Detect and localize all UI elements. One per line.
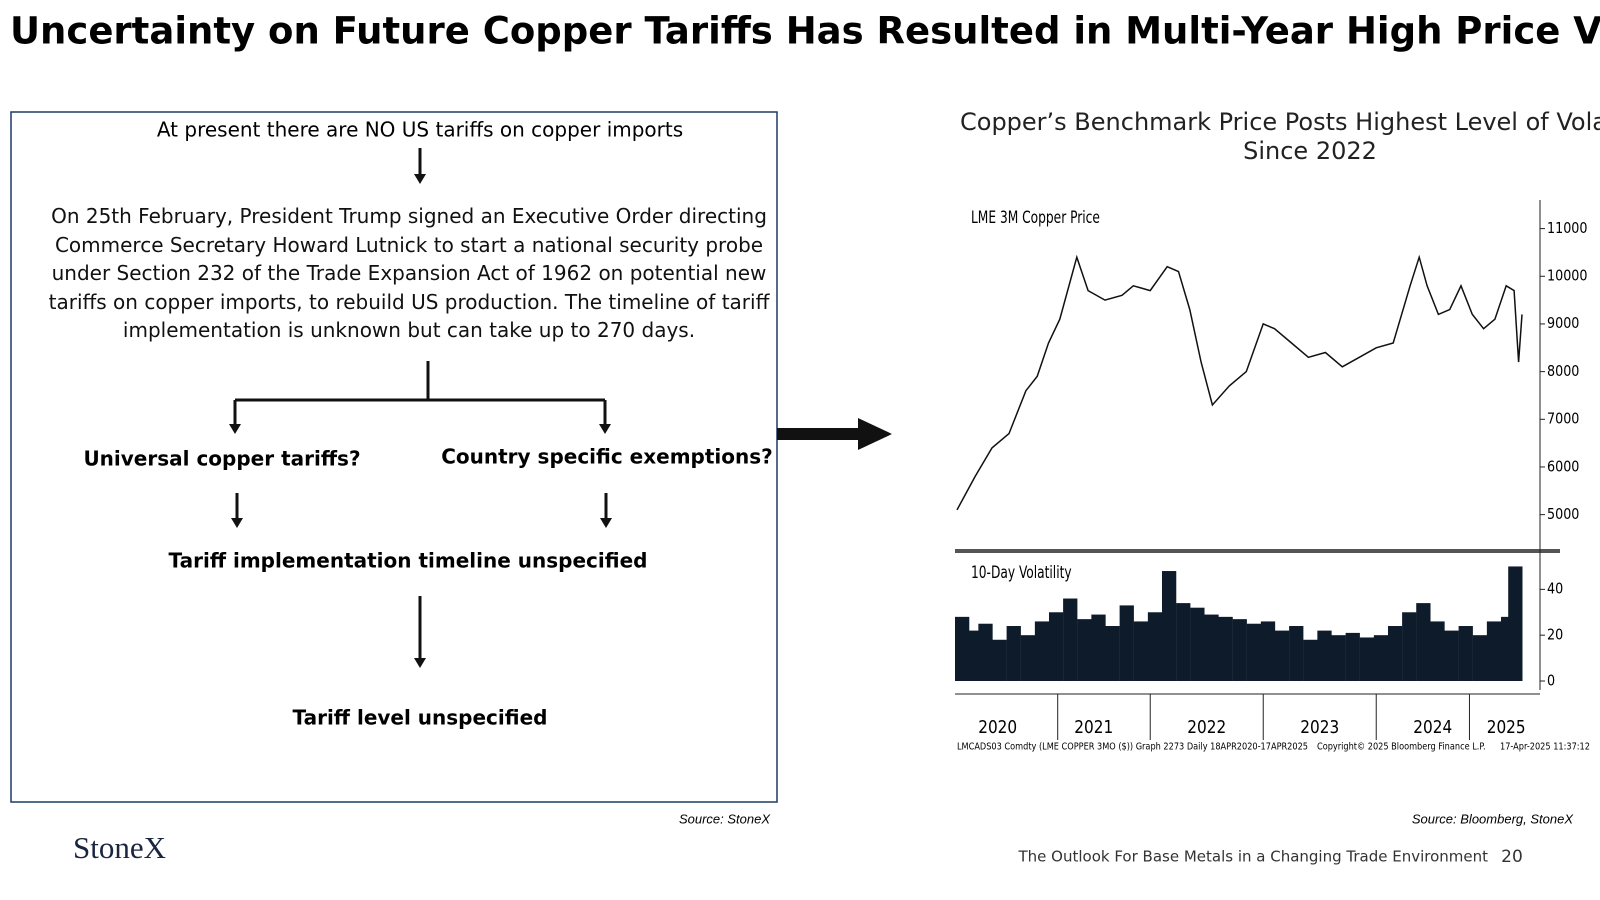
volatility-bar bbox=[1176, 603, 1191, 681]
volatility-bar bbox=[1133, 621, 1149, 681]
volatility-bar bbox=[1260, 621, 1276, 681]
x-tick-label: 2025 bbox=[1487, 716, 1526, 738]
y-tick-label: 20 bbox=[1547, 627, 1563, 644]
volatility-bar bbox=[1105, 626, 1120, 681]
volatility-bar bbox=[1246, 623, 1262, 681]
chart-footnote: 17-Apr-2025 11:37:12 bbox=[1500, 742, 1590, 753]
footer-text: The Outlook For Base Metals in a Changin… bbox=[1017, 848, 1488, 866]
volatility-bar bbox=[1274, 630, 1290, 681]
x-tick-label: 2021 bbox=[1074, 716, 1113, 738]
chart-footnote: Copyright© 2025 Bloomberg Finance L.P. bbox=[1317, 742, 1486, 753]
volatility-bar bbox=[1303, 639, 1318, 681]
flow-arrows bbox=[229, 148, 892, 668]
chart-footnote: LMCADS03 Comdty (LME COPPER 3MO ($)) Gra… bbox=[957, 742, 1308, 753]
volatility-bar bbox=[1317, 630, 1332, 681]
volatility-bar bbox=[1034, 621, 1050, 681]
volatility-bar bbox=[1430, 621, 1445, 681]
volatility-bar bbox=[1232, 619, 1247, 681]
volatility-bar bbox=[992, 639, 1007, 681]
flow-description: On 25th February, President Trump signed… bbox=[48, 204, 770, 342]
volatility-bar bbox=[1444, 630, 1459, 681]
volatility-bar bbox=[1387, 626, 1403, 681]
flow-intro: At present there are NO US tariffs on co… bbox=[157, 118, 683, 142]
logo: StoneX bbox=[73, 830, 166, 865]
volatility-bar bbox=[1359, 637, 1375, 681]
y-tick-label: 40 bbox=[1547, 581, 1563, 598]
x-tick-label: 2022 bbox=[1187, 716, 1226, 738]
y-tick-label: 10000 bbox=[1547, 268, 1588, 285]
flow-branch: Country specific exemptions? bbox=[441, 445, 773, 469]
volatility-bar bbox=[1204, 614, 1219, 681]
slide-title: Uncertainty on Future Copper Tariffs Has… bbox=[10, 10, 1600, 53]
volatility-bar bbox=[1147, 612, 1163, 681]
panel-label: 10-Day Volatility bbox=[971, 563, 1072, 583]
volatility-bar bbox=[1472, 635, 1488, 681]
y-tick-label: 8000 bbox=[1547, 363, 1579, 380]
volatility-bar bbox=[1458, 626, 1473, 681]
page-number: 20 bbox=[1501, 847, 1523, 867]
volatility-bar bbox=[1161, 571, 1177, 681]
volatility-bar bbox=[1063, 598, 1078, 681]
chart-title: Copper’s Benchmark Price Posts Highest L… bbox=[960, 108, 1600, 165]
volatility-bar bbox=[1218, 616, 1233, 681]
volatility-bar bbox=[1048, 612, 1064, 681]
volatility-bar bbox=[1077, 619, 1092, 681]
price-line bbox=[956, 254, 1523, 511]
source: Source: Bloomberg, StoneX bbox=[1412, 811, 1574, 826]
volatility-bar bbox=[1119, 605, 1134, 681]
volatility-bar bbox=[1402, 612, 1417, 681]
volatility-bar bbox=[964, 630, 979, 681]
y-tick-label: 11000 bbox=[1547, 220, 1588, 237]
x-tick-label: 2024 bbox=[1413, 716, 1452, 738]
y-tick-label: 7000 bbox=[1547, 411, 1579, 428]
volatility-bar bbox=[1416, 603, 1431, 681]
volatility-bar bbox=[1373, 635, 1389, 681]
flow-box bbox=[10, 111, 778, 803]
x-tick-label: 2023 bbox=[1300, 716, 1339, 738]
volatility-bar bbox=[1486, 621, 1502, 681]
volatility-bar bbox=[1331, 635, 1346, 681]
y-tick-label: 9000 bbox=[1547, 315, 1579, 332]
x-tick-label: 2020 bbox=[978, 716, 1017, 738]
volatility-bar bbox=[1020, 635, 1036, 681]
y-tick-label: 0 bbox=[1547, 672, 1555, 689]
flow-timeline: Tariff implementation timeline unspecifi… bbox=[169, 549, 648, 573]
volatility-bar bbox=[1345, 632, 1360, 681]
panel-label: LME 3M Copper Price bbox=[971, 208, 1100, 228]
source: Source: StoneX bbox=[679, 811, 771, 826]
volatility-bar bbox=[978, 623, 993, 681]
flow-level: Tariff level unspecified bbox=[293, 706, 548, 730]
volatility-bar bbox=[1190, 607, 1205, 681]
y-tick-label: 5000 bbox=[1547, 506, 1579, 523]
volatility-bar bbox=[1289, 626, 1304, 681]
y-tick-label: 6000 bbox=[1547, 458, 1579, 475]
flow-branch: Universal copper tariffs? bbox=[83, 447, 360, 471]
volatility-bar bbox=[1006, 626, 1021, 681]
volatility-bar bbox=[1091, 614, 1106, 681]
volatility-bar bbox=[1508, 566, 1523, 681]
